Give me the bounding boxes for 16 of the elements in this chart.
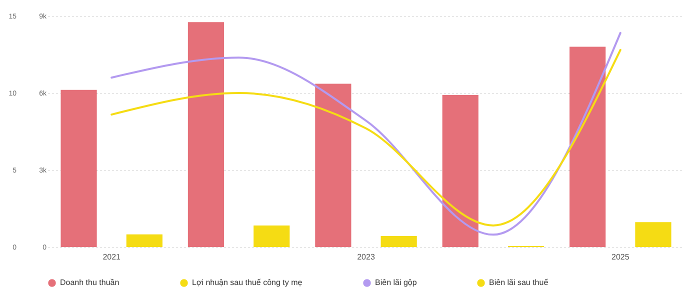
bar [635, 222, 672, 247]
bar [380, 236, 417, 247]
bar [188, 22, 224, 247]
bar [126, 234, 162, 247]
legend-label: Doanh thu thuần [60, 278, 120, 287]
x-tick-label: 2021 [102, 252, 122, 262]
bar [570, 46, 606, 247]
legend-label: Lợi nhuận sau thuế công ty mẹ [192, 278, 303, 287]
legend-label: Biên lãi sau thuế [489, 278, 549, 287]
bar [442, 95, 478, 247]
x-tick-label: 2023 [357, 252, 376, 262]
bar [60, 90, 97, 247]
bar [254, 225, 290, 247]
legend-label: Biên lãi gộp [375, 278, 418, 287]
x-tick-label: 2025 [612, 252, 630, 262]
bar [315, 84, 352, 247]
